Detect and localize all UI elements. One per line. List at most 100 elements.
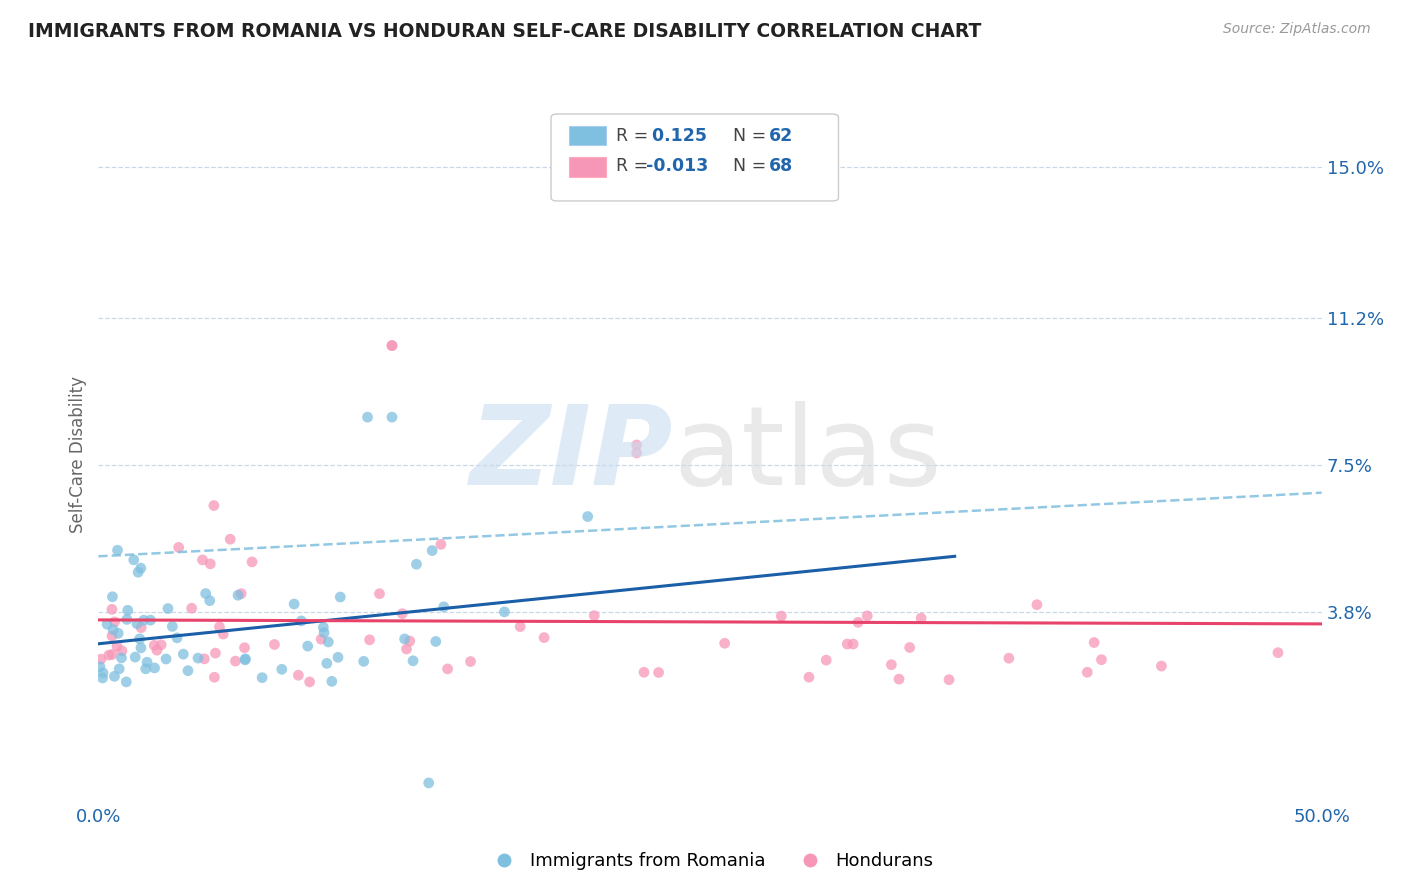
Point	[250, 671, 273, 685]
Point	[297, 639, 319, 653]
Point	[115, 674, 138, 689]
Point	[233, 640, 256, 655]
Point	[194, 586, 217, 600]
Point	[125, 616, 148, 631]
Point	[115, 612, 138, 626]
Bar	[569, 157, 606, 177]
Point	[231, 587, 253, 601]
Point	[103, 669, 125, 683]
Point	[143, 638, 166, 652]
Point	[1150, 659, 1173, 673]
Point	[136, 655, 159, 669]
Point	[108, 662, 131, 676]
Point	[177, 664, 200, 678]
Point	[200, 557, 222, 571]
Point	[101, 623, 124, 637]
Legend: Immigrants from Romania, Hondurans: Immigrants from Romania, Hondurans	[479, 845, 941, 877]
Point	[107, 543, 129, 558]
Point	[494, 605, 516, 619]
Point	[420, 543, 443, 558]
Text: IMMIGRANTS FROM ROMANIA VS HONDURAN SELF-CARE DISABILITY CORRELATION CHART: IMMIGRANTS FROM ROMANIA VS HONDURAN SELF…	[28, 22, 981, 41]
Point	[198, 593, 221, 607]
Text: 68: 68	[769, 157, 793, 175]
Point	[110, 651, 132, 665]
Point	[287, 668, 309, 682]
Point	[202, 499, 225, 513]
Point	[418, 776, 440, 790]
Point	[208, 620, 231, 634]
Point	[1076, 665, 1098, 680]
Point	[402, 654, 425, 668]
Point	[263, 638, 285, 652]
Point	[898, 640, 921, 655]
Point	[105, 639, 128, 653]
Bar	[569, 126, 606, 145]
Point	[312, 620, 335, 634]
Point	[117, 603, 139, 617]
Point	[172, 647, 194, 661]
Point	[226, 588, 249, 602]
Point	[368, 587, 391, 601]
Point	[910, 611, 932, 625]
Point	[887, 672, 910, 686]
Point	[713, 636, 735, 650]
Point	[583, 608, 606, 623]
Point	[111, 644, 134, 658]
Text: Source: ZipAtlas.com: Source: ZipAtlas.com	[1223, 22, 1371, 37]
Point	[998, 651, 1021, 665]
Point	[187, 651, 209, 665]
Text: 0.125: 0.125	[647, 128, 707, 145]
Text: N =: N =	[723, 128, 772, 145]
Point	[101, 648, 124, 662]
Point	[318, 635, 340, 649]
Point	[122, 553, 145, 567]
Point	[127, 566, 149, 580]
Point	[204, 646, 226, 660]
Point	[381, 410, 404, 425]
Text: ZIP: ZIP	[470, 401, 673, 508]
Point	[633, 665, 655, 680]
Point	[283, 597, 305, 611]
Point	[167, 541, 190, 555]
Point	[626, 438, 648, 452]
Point	[394, 632, 416, 646]
Point	[398, 634, 420, 648]
Point	[162, 619, 184, 633]
Point	[359, 632, 381, 647]
Text: R =: R =	[616, 157, 654, 175]
Point	[425, 634, 447, 648]
Point	[143, 661, 166, 675]
Point	[1090, 653, 1112, 667]
Point	[533, 631, 555, 645]
Point	[129, 640, 152, 655]
Point	[312, 625, 335, 640]
Point	[770, 609, 793, 624]
Point	[202, 670, 225, 684]
Point	[290, 614, 312, 628]
Point	[329, 590, 352, 604]
Point	[430, 537, 453, 551]
Point	[91, 671, 114, 685]
Point	[235, 652, 257, 666]
Point	[132, 613, 155, 627]
Point	[91, 665, 114, 680]
Point	[233, 653, 256, 667]
Point	[219, 533, 242, 547]
Point	[326, 650, 349, 665]
Point	[101, 590, 124, 604]
Point	[107, 626, 129, 640]
Point	[128, 632, 150, 646]
Point	[1083, 635, 1105, 649]
Point	[856, 608, 879, 623]
Point	[129, 621, 152, 635]
Point	[842, 637, 865, 651]
Point	[815, 653, 838, 667]
Point	[353, 654, 375, 668]
Point	[96, 617, 118, 632]
Point	[166, 631, 188, 645]
Point	[124, 650, 146, 665]
Point	[647, 665, 669, 680]
Point	[509, 619, 531, 633]
Point	[191, 553, 214, 567]
Point	[146, 643, 169, 657]
